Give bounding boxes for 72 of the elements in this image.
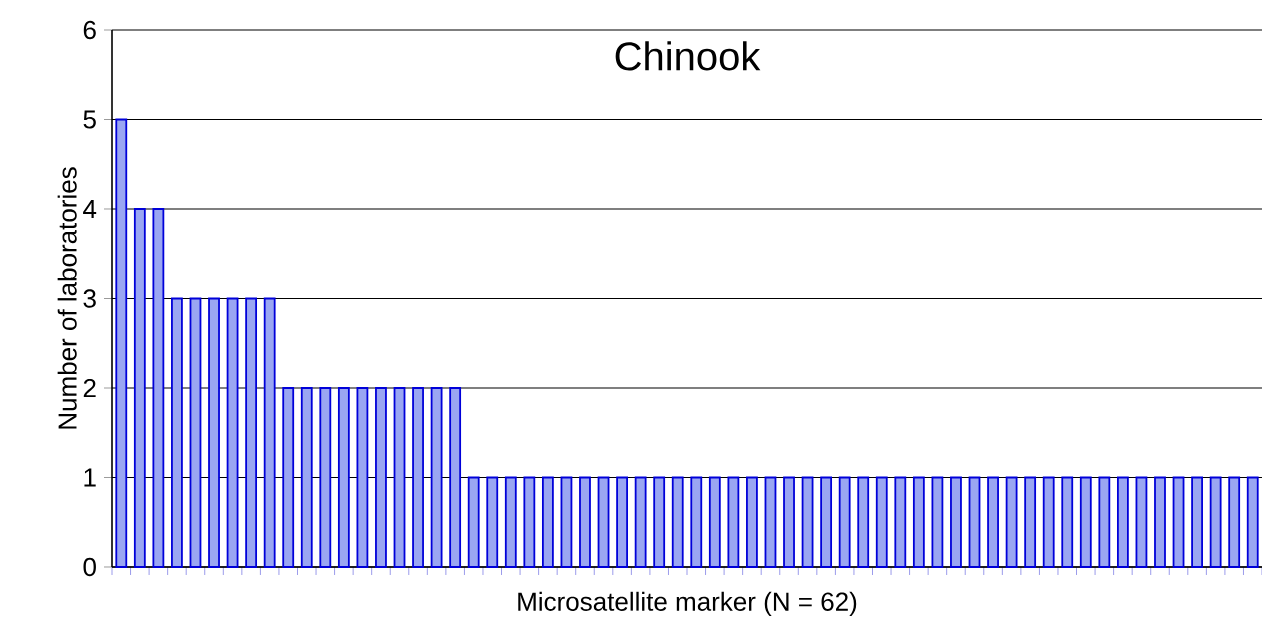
bar <box>430 387 443 568</box>
bar <box>857 476 870 568</box>
bar <box>337 387 350 568</box>
bar <box>727 476 740 568</box>
bar <box>875 476 888 568</box>
bar <box>319 387 332 568</box>
bar <box>467 476 480 568</box>
bar <box>820 476 833 568</box>
bar <box>579 476 591 568</box>
bar <box>950 476 962 568</box>
y-axis-title: Number of laboratories <box>57 167 77 429</box>
bar <box>894 476 907 568</box>
y-tick-label: 1 <box>84 468 96 487</box>
bar <box>1116 476 1129 568</box>
bar <box>486 476 499 568</box>
bar <box>449 387 462 568</box>
bar <box>560 476 573 568</box>
bar <box>356 387 369 568</box>
bar <box>115 118 128 568</box>
bar <box>393 387 406 568</box>
bar <box>912 476 925 568</box>
bar <box>133 208 146 568</box>
bar <box>1098 476 1111 568</box>
bar <box>300 387 313 568</box>
bar <box>263 297 276 568</box>
y-tick-label: 6 <box>83 20 96 40</box>
bar <box>597 476 610 568</box>
bar <box>1246 476 1259 568</box>
bar <box>171 297 183 568</box>
bar <box>541 476 554 568</box>
bar <box>245 297 258 568</box>
bar <box>412 387 424 568</box>
bar <box>1079 476 1092 568</box>
bar <box>783 476 795 568</box>
bar <box>375 387 387 568</box>
bar <box>987 476 999 568</box>
bar <box>226 297 239 568</box>
bar <box>1172 476 1185 568</box>
chart-title: Chinook <box>615 41 761 71</box>
bar <box>931 476 944 568</box>
bar <box>1191 476 1203 568</box>
bar <box>653 476 666 568</box>
bar <box>764 476 777 568</box>
bar <box>504 476 517 568</box>
bar <box>1154 476 1166 568</box>
bar <box>189 297 202 568</box>
bar <box>1228 476 1241 568</box>
bar <box>1024 476 1037 568</box>
bar <box>1209 476 1222 568</box>
bar <box>746 476 758 568</box>
bar <box>1042 476 1055 568</box>
bar <box>1135 476 1148 568</box>
bar <box>208 297 220 568</box>
bar <box>1061 476 1074 568</box>
bar <box>282 387 295 568</box>
bar <box>838 476 851 568</box>
bar <box>671 476 684 568</box>
x-axis-title: Microsatellite marker (N = 62) <box>518 591 857 617</box>
bar <box>616 476 628 568</box>
y-tick-label: 4 <box>83 200 97 218</box>
y-tick-label: 0 <box>83 557 96 577</box>
bar <box>968 476 981 568</box>
bar <box>152 208 165 568</box>
bar <box>801 476 814 568</box>
y-tick-label: 3 <box>83 289 96 308</box>
bar <box>690 476 703 568</box>
y-tick-label: 5 <box>83 110 96 129</box>
y-tick-label: 2 <box>83 378 96 398</box>
bar <box>523 476 536 568</box>
bar <box>708 476 721 568</box>
bar <box>1005 476 1018 568</box>
bar <box>634 476 647 568</box>
